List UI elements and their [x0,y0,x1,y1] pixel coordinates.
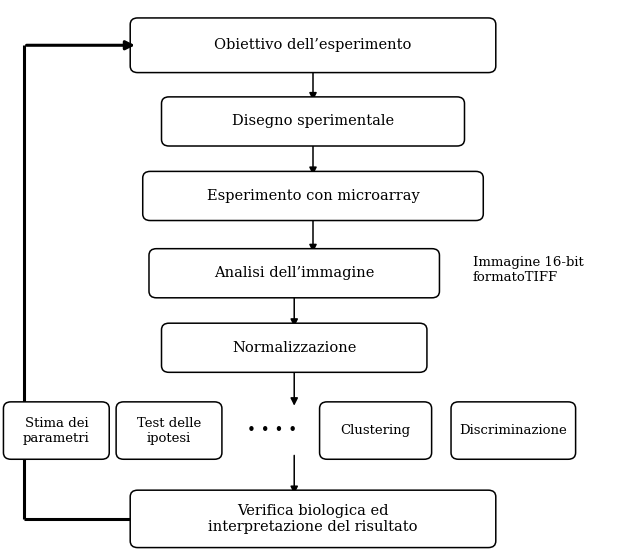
FancyBboxPatch shape [149,248,439,298]
FancyBboxPatch shape [451,402,575,459]
FancyBboxPatch shape [130,490,496,548]
FancyBboxPatch shape [162,323,427,372]
FancyBboxPatch shape [143,171,483,220]
FancyBboxPatch shape [319,402,432,459]
FancyBboxPatch shape [162,97,464,146]
Text: Obiettivo dell’esperimento: Obiettivo dell’esperimento [214,38,412,52]
Text: Disegno sperimentale: Disegno sperimentale [232,114,394,129]
FancyBboxPatch shape [116,402,222,459]
Text: • • • •: • • • • [247,423,297,438]
Text: Discriminazione: Discriminazione [459,424,567,437]
Text: Esperimento con microarray: Esperimento con microarray [207,189,419,203]
Text: Verifica biologica ed
interpretazione del risultato: Verifica biologica ed interpretazione de… [208,504,418,534]
Text: Test delle
ipotesi: Test delle ipotesi [137,417,201,444]
Text: Stima dei
parametri: Stima dei parametri [23,417,90,444]
Text: Clustering: Clustering [341,424,411,437]
FancyBboxPatch shape [130,18,496,72]
Text: Analisi dell’immagine: Analisi dell’immagine [214,266,374,280]
Text: Immagine 16-bit
formatoTIFF: Immagine 16-bit formatoTIFF [473,257,583,284]
Text: Normalizzazione: Normalizzazione [232,341,356,355]
FancyBboxPatch shape [4,402,109,459]
